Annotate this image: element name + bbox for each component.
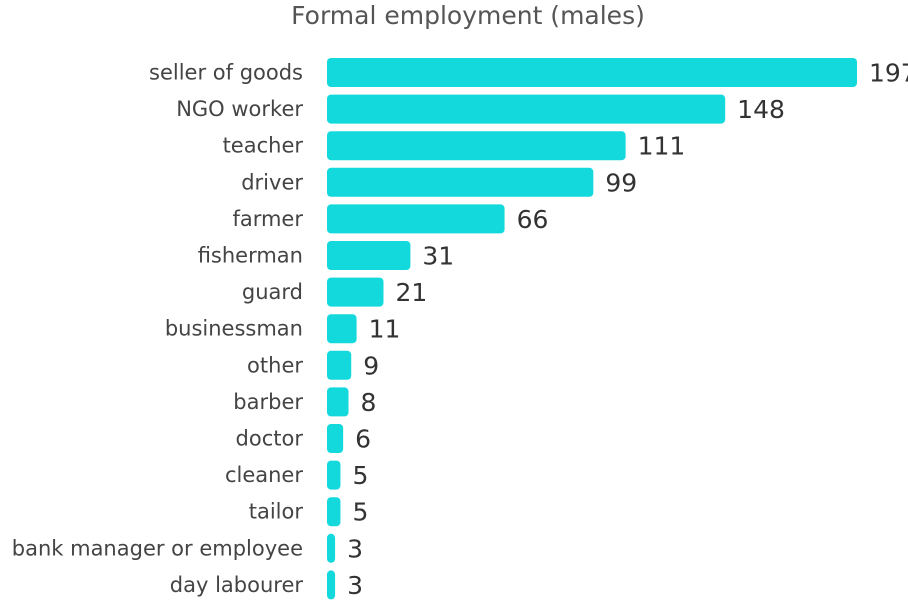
value-label: 21 xyxy=(395,278,427,307)
value-label: 11 xyxy=(369,315,401,344)
value-label: 197 xyxy=(869,59,908,88)
bar-day-labourer xyxy=(327,570,336,600)
chart-title: Formal employment (males) xyxy=(291,1,645,30)
value-label: 99 xyxy=(605,168,637,197)
bar-seller-of-goods xyxy=(327,58,857,87)
bar-driver xyxy=(327,167,594,197)
category-label: doctor xyxy=(236,427,304,451)
category-label: NGO worker xyxy=(176,97,303,121)
value-label: 3 xyxy=(347,571,363,600)
bar-tailor xyxy=(327,497,341,527)
bar-barber xyxy=(327,387,349,417)
category-label: tailor xyxy=(249,500,304,524)
value-label: 5 xyxy=(352,498,368,527)
bar-guard xyxy=(327,277,384,307)
bar-fisherman xyxy=(327,241,411,270)
category-label: guard xyxy=(242,280,303,304)
bar-other xyxy=(327,350,352,380)
bar-businessman xyxy=(327,314,357,344)
category-label: day labourer xyxy=(170,573,304,597)
bar-NGO-worker xyxy=(327,94,726,124)
category-label: barber xyxy=(233,390,303,414)
bar-farmer xyxy=(327,204,505,234)
category-label: farmer xyxy=(232,207,303,231)
value-label: 8 xyxy=(361,388,377,417)
bar-doctor xyxy=(327,424,344,453)
bar-bank-manager-or-employee xyxy=(327,533,336,563)
category-label: other xyxy=(247,353,303,377)
bars-group: seller of goods 197 NGO worker 148 teacher 11… xyxy=(12,58,908,600)
category-label: businessman xyxy=(165,317,303,341)
value-label: 66 xyxy=(517,205,549,234)
bar-cleaner xyxy=(327,460,341,490)
category-label: cleaner xyxy=(225,463,303,487)
category-label: driver xyxy=(241,170,303,194)
value-label: 111 xyxy=(638,132,686,161)
value-label: 3 xyxy=(347,534,363,563)
value-label: 9 xyxy=(363,351,379,380)
value-label: 31 xyxy=(422,242,454,271)
bar-teacher xyxy=(327,131,626,161)
category-label: teacher xyxy=(223,134,304,158)
value-label: 6 xyxy=(355,425,371,454)
value-label: 148 xyxy=(737,95,785,124)
category-label: bank manager or employee xyxy=(12,536,303,560)
category-label: seller of goods xyxy=(149,61,303,85)
value-label: 5 xyxy=(352,461,368,490)
category-label: fisherman xyxy=(198,244,303,268)
